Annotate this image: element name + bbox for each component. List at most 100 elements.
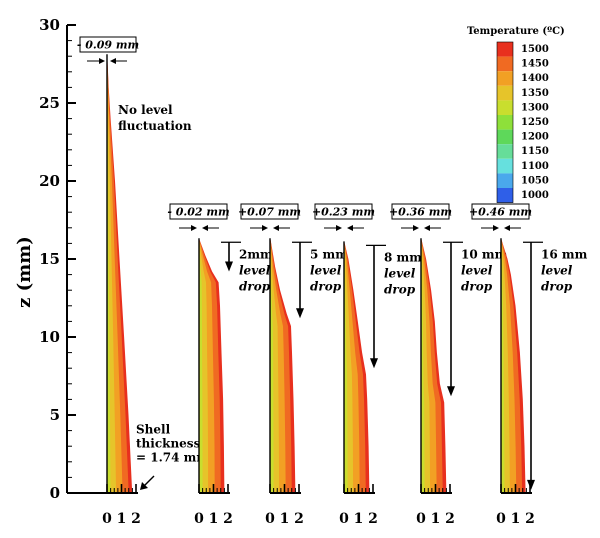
dimension-arrowhead [504,225,510,231]
level-drop-note: 8 mm [384,250,422,264]
legend-swatch [497,56,513,72]
y-tick-label: 25 [39,94,60,112]
pointer-arrowhead [140,482,148,490]
x-tick-label: 1 [354,511,364,527]
no-fluctuation-note: No level [118,103,173,117]
shell-band [421,240,425,493]
dimension-arrowhead [424,225,430,231]
x-tick-label: 0 [496,511,506,527]
level-drop-arrowhead [447,386,455,397]
legend-swatch [497,158,513,174]
level-drop-note: 16 mm [541,247,588,261]
legend-swatch [497,100,513,115]
shell-thickness-note: Shell [136,423,171,437]
level-drop-note: level [461,263,493,277]
legend-label: 1200 [521,132,549,143]
dimension-arrowhead [110,58,116,64]
x-tick-label: 0 [102,511,112,527]
level-drop-note: 10 mm [461,247,508,261]
x-tick-label: 0 [194,511,204,527]
legend-label: 1050 [521,175,549,186]
legend-label: 1450 [521,59,549,70]
level-drop-note: 5 mm [310,247,348,261]
shell-band [199,240,203,493]
x-tick-label: 0 [339,511,349,527]
legend-swatch [497,173,513,188]
y-axis: 0 5 10 15 20 25 30 [39,16,107,502]
dimension-arrowhead [202,225,208,231]
y-tick-label: 15 [39,250,60,268]
level-drop-note: level [239,263,271,277]
x-tick-label: 2 [368,511,378,527]
thickness-label: - 0.09 mm [77,39,139,52]
x-tick-label: 1 [117,511,127,527]
x-tick-label: 0 [416,511,426,527]
level-drop-arrowhead [370,358,378,369]
y-tick-label: 10 [39,328,60,346]
level-drop-note: 2mm [239,247,273,261]
shell-panel: 0 1 2 +0.23 mm 8 mm level drop [312,203,422,527]
legend-label: 1000 [521,190,549,201]
legend-label: 1100 [521,161,549,172]
thickness-label: +0.23 mm [312,206,375,219]
x-tick-label: 1 [280,511,290,527]
x-tick-label: 2 [294,511,304,527]
y-tick-label: 0 [50,484,60,502]
x-tick-label: 2 [445,511,455,527]
dimension-arrowhead [413,225,419,231]
y-axis-label: z (mm) [14,236,35,308]
thickness-label: +0.07 mm [238,206,301,219]
legend-label: 1500 [521,44,549,55]
dimension-arrowhead [273,225,279,231]
legend-swatch [497,144,513,159]
x-tick-label: 2 [223,511,233,527]
level-drop-note: drop [310,279,342,293]
thickness-box [314,203,373,220]
shell-thickness-note: = 1.74 mm [136,451,209,465]
x-tick-label: 1 [209,511,219,527]
no-fluctuation-note: fluctuation [118,119,192,133]
level-drop-note: drop [384,282,416,296]
legend-frame [496,41,514,203]
y-tick-label: 5 [50,406,60,424]
legend-label: 1300 [521,102,549,113]
level-drop-arrowhead [225,261,233,272]
x-tick-label: 0 [265,511,275,527]
thickness-box [471,203,530,220]
thickness-label: +0.46 mm [469,206,532,219]
level-drop-arrowhead [527,479,535,490]
x-tick-label: 2 [525,511,535,527]
shell-band [501,240,505,493]
level-drop-note: level [384,266,416,280]
dimension-arrowhead [347,225,353,231]
dimension-arrowhead [262,225,268,231]
level-drop-note: drop [541,279,573,293]
legend-label: 1150 [521,146,549,157]
legend-swatch [497,115,513,130]
dimension-arrowhead [191,225,197,231]
temperature-legend: Temperature (ºC) 1500 1450 1400 1350 1300 125… [467,26,565,203]
level-drop-note: level [310,263,342,277]
legend-swatch [497,129,513,145]
level-drop-note: level [541,263,573,277]
x-tick-label: 2 [131,511,141,527]
legend-label: 1250 [521,117,549,128]
x-tick-label: 1 [511,511,521,527]
legend-label: 1400 [521,73,549,84]
dimension-arrowhead [493,225,499,231]
y-tick-label: 20 [39,172,60,190]
shell-band [344,243,348,493]
y-tick-label: 30 [39,16,60,34]
legend-label: 1350 [521,88,549,99]
legend-swatch [497,188,513,203]
legend-swatch [497,85,513,101]
legend-swatch [497,71,513,86]
thickness-box [391,203,450,220]
x-tick-label: 1 [431,511,441,527]
thickness-label: +0.36 mm [389,206,452,219]
